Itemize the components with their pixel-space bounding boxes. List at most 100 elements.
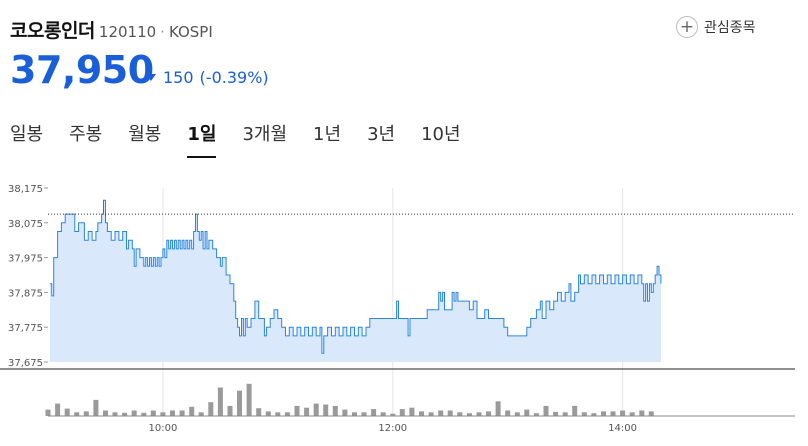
volume-bar <box>457 412 463 416</box>
exchange-label: KOSPI <box>168 23 213 41</box>
volume-bar <box>648 411 654 416</box>
volume-bar <box>610 411 616 416</box>
current-price: 37,950 <box>10 48 154 92</box>
tab-1year[interactable]: 1년 <box>313 124 342 145</box>
change-amount: 150 <box>163 68 194 87</box>
volume-bar <box>390 413 396 416</box>
volume-bar <box>208 402 214 416</box>
volume-bar <box>620 410 626 416</box>
volume-bar <box>189 406 195 416</box>
volume-bar <box>466 413 472 416</box>
volume-bar <box>361 412 367 416</box>
volume-bar <box>505 410 511 416</box>
intraday-chart[interactable]: 38,175 38,075 37,975 37,875 37,775 37,675 10:… <box>0 176 808 446</box>
x-tick-label: 14:00 <box>608 423 637 434</box>
volume-bar <box>313 403 319 416</box>
volume-bar <box>93 399 99 416</box>
y-tick-label: 37,875 <box>8 288 43 299</box>
volume-bar <box>581 412 587 416</box>
volume-bar <box>64 408 70 416</box>
volume-bar <box>601 411 606 416</box>
volume-bar <box>447 410 453 416</box>
y-tick-label: 38,175 <box>8 184 43 195</box>
volume-bar <box>150 410 156 416</box>
tab-1day[interactable]: 1일 <box>187 120 217 158</box>
volume-bar <box>45 409 51 416</box>
change-percent: (-0.39%) <box>199 68 269 87</box>
volume-bar <box>543 405 549 416</box>
down-arrow-icon <box>146 74 156 81</box>
volume-bar <box>103 410 108 416</box>
x-axis-labels: 10:00 12:00 14:00 <box>149 423 638 434</box>
volume-bars <box>45 383 654 416</box>
tab-3years[interactable]: 3년 <box>367 124 396 145</box>
add-watchlist-button[interactable]: + 관심종목 <box>676 16 756 38</box>
tab-monthly[interactable]: 월봉 <box>128 124 162 145</box>
volume-bar <box>533 413 539 416</box>
volume-bar <box>591 413 597 416</box>
volume-bar <box>514 412 520 416</box>
volume-bar <box>227 405 233 416</box>
volume-bar <box>179 410 185 416</box>
volume-bar <box>256 408 262 416</box>
volume-bar <box>409 407 415 416</box>
volume-bar <box>371 409 377 416</box>
volume-bar <box>419 411 424 416</box>
tab-weekly[interactable]: 주봉 <box>69 124 103 145</box>
volume-bar <box>170 410 175 416</box>
stock-header: 코오롱인더 120110 · KOSPI <box>10 16 213 43</box>
period-tabs: 일봉 주봉 월봉 1일 3개월 1년 3년 10년 <box>10 120 461 158</box>
volume-bar <box>122 412 128 416</box>
volume-bar <box>438 410 444 416</box>
volume-bar <box>572 405 578 416</box>
y-axis-labels: 38,175 38,075 37,975 37,875 37,775 37,675 <box>8 184 48 369</box>
volume-bar <box>524 409 530 416</box>
volume-bar <box>217 387 223 416</box>
volume-bar <box>323 404 329 416</box>
volume-bar <box>265 411 271 416</box>
volume-bar <box>294 405 300 416</box>
volume-bar <box>55 403 61 416</box>
stock-code: 120110 <box>98 23 157 41</box>
x-tick-label: 10:00 <box>149 423 178 434</box>
separator-dot: · <box>160 23 165 41</box>
volume-bar <box>131 410 137 416</box>
volume-bar <box>495 401 501 416</box>
volume-bar <box>428 412 434 416</box>
volume-bar <box>486 411 491 416</box>
volume-bar <box>476 412 482 416</box>
volume-bar <box>380 412 386 416</box>
volume-bar <box>160 412 166 416</box>
y-tick-label: 37,675 <box>8 358 43 369</box>
price-area <box>49 200 661 362</box>
tab-daily[interactable]: 일봉 <box>10 124 44 145</box>
volume-bar <box>237 390 242 416</box>
volume-bar <box>74 412 80 416</box>
volume-bar <box>399 409 405 416</box>
volume-bar <box>562 412 568 416</box>
volume-bar <box>246 383 252 416</box>
volume-bar <box>332 405 338 416</box>
volume-bar <box>198 412 204 416</box>
volume-bar <box>141 412 147 416</box>
price-change: 150 (-0.39%) <box>146 68 269 87</box>
y-tick-label: 37,775 <box>8 323 43 334</box>
stock-name: 코오롱인더 <box>10 20 95 42</box>
price-line <box>49 199 662 354</box>
x-tick-label: 12:00 <box>378 423 407 434</box>
tab-3months[interactable]: 3개월 <box>242 124 288 145</box>
volume-bar <box>284 412 290 416</box>
volume-bar <box>304 407 310 416</box>
y-tick-label: 38,075 <box>8 219 43 230</box>
volume-bar <box>553 411 559 416</box>
volume-bar <box>639 410 645 416</box>
plus-icon: + <box>676 16 698 38</box>
volume-bar <box>342 409 348 416</box>
volume-bar <box>83 411 89 416</box>
volume-bar <box>629 412 635 416</box>
y-tick-label: 37,975 <box>8 254 43 265</box>
tab-10years[interactable]: 10년 <box>421 124 461 145</box>
volume-bar <box>275 412 281 416</box>
watchlist-label: 관심종목 <box>704 20 756 36</box>
volume-bar <box>112 412 118 416</box>
